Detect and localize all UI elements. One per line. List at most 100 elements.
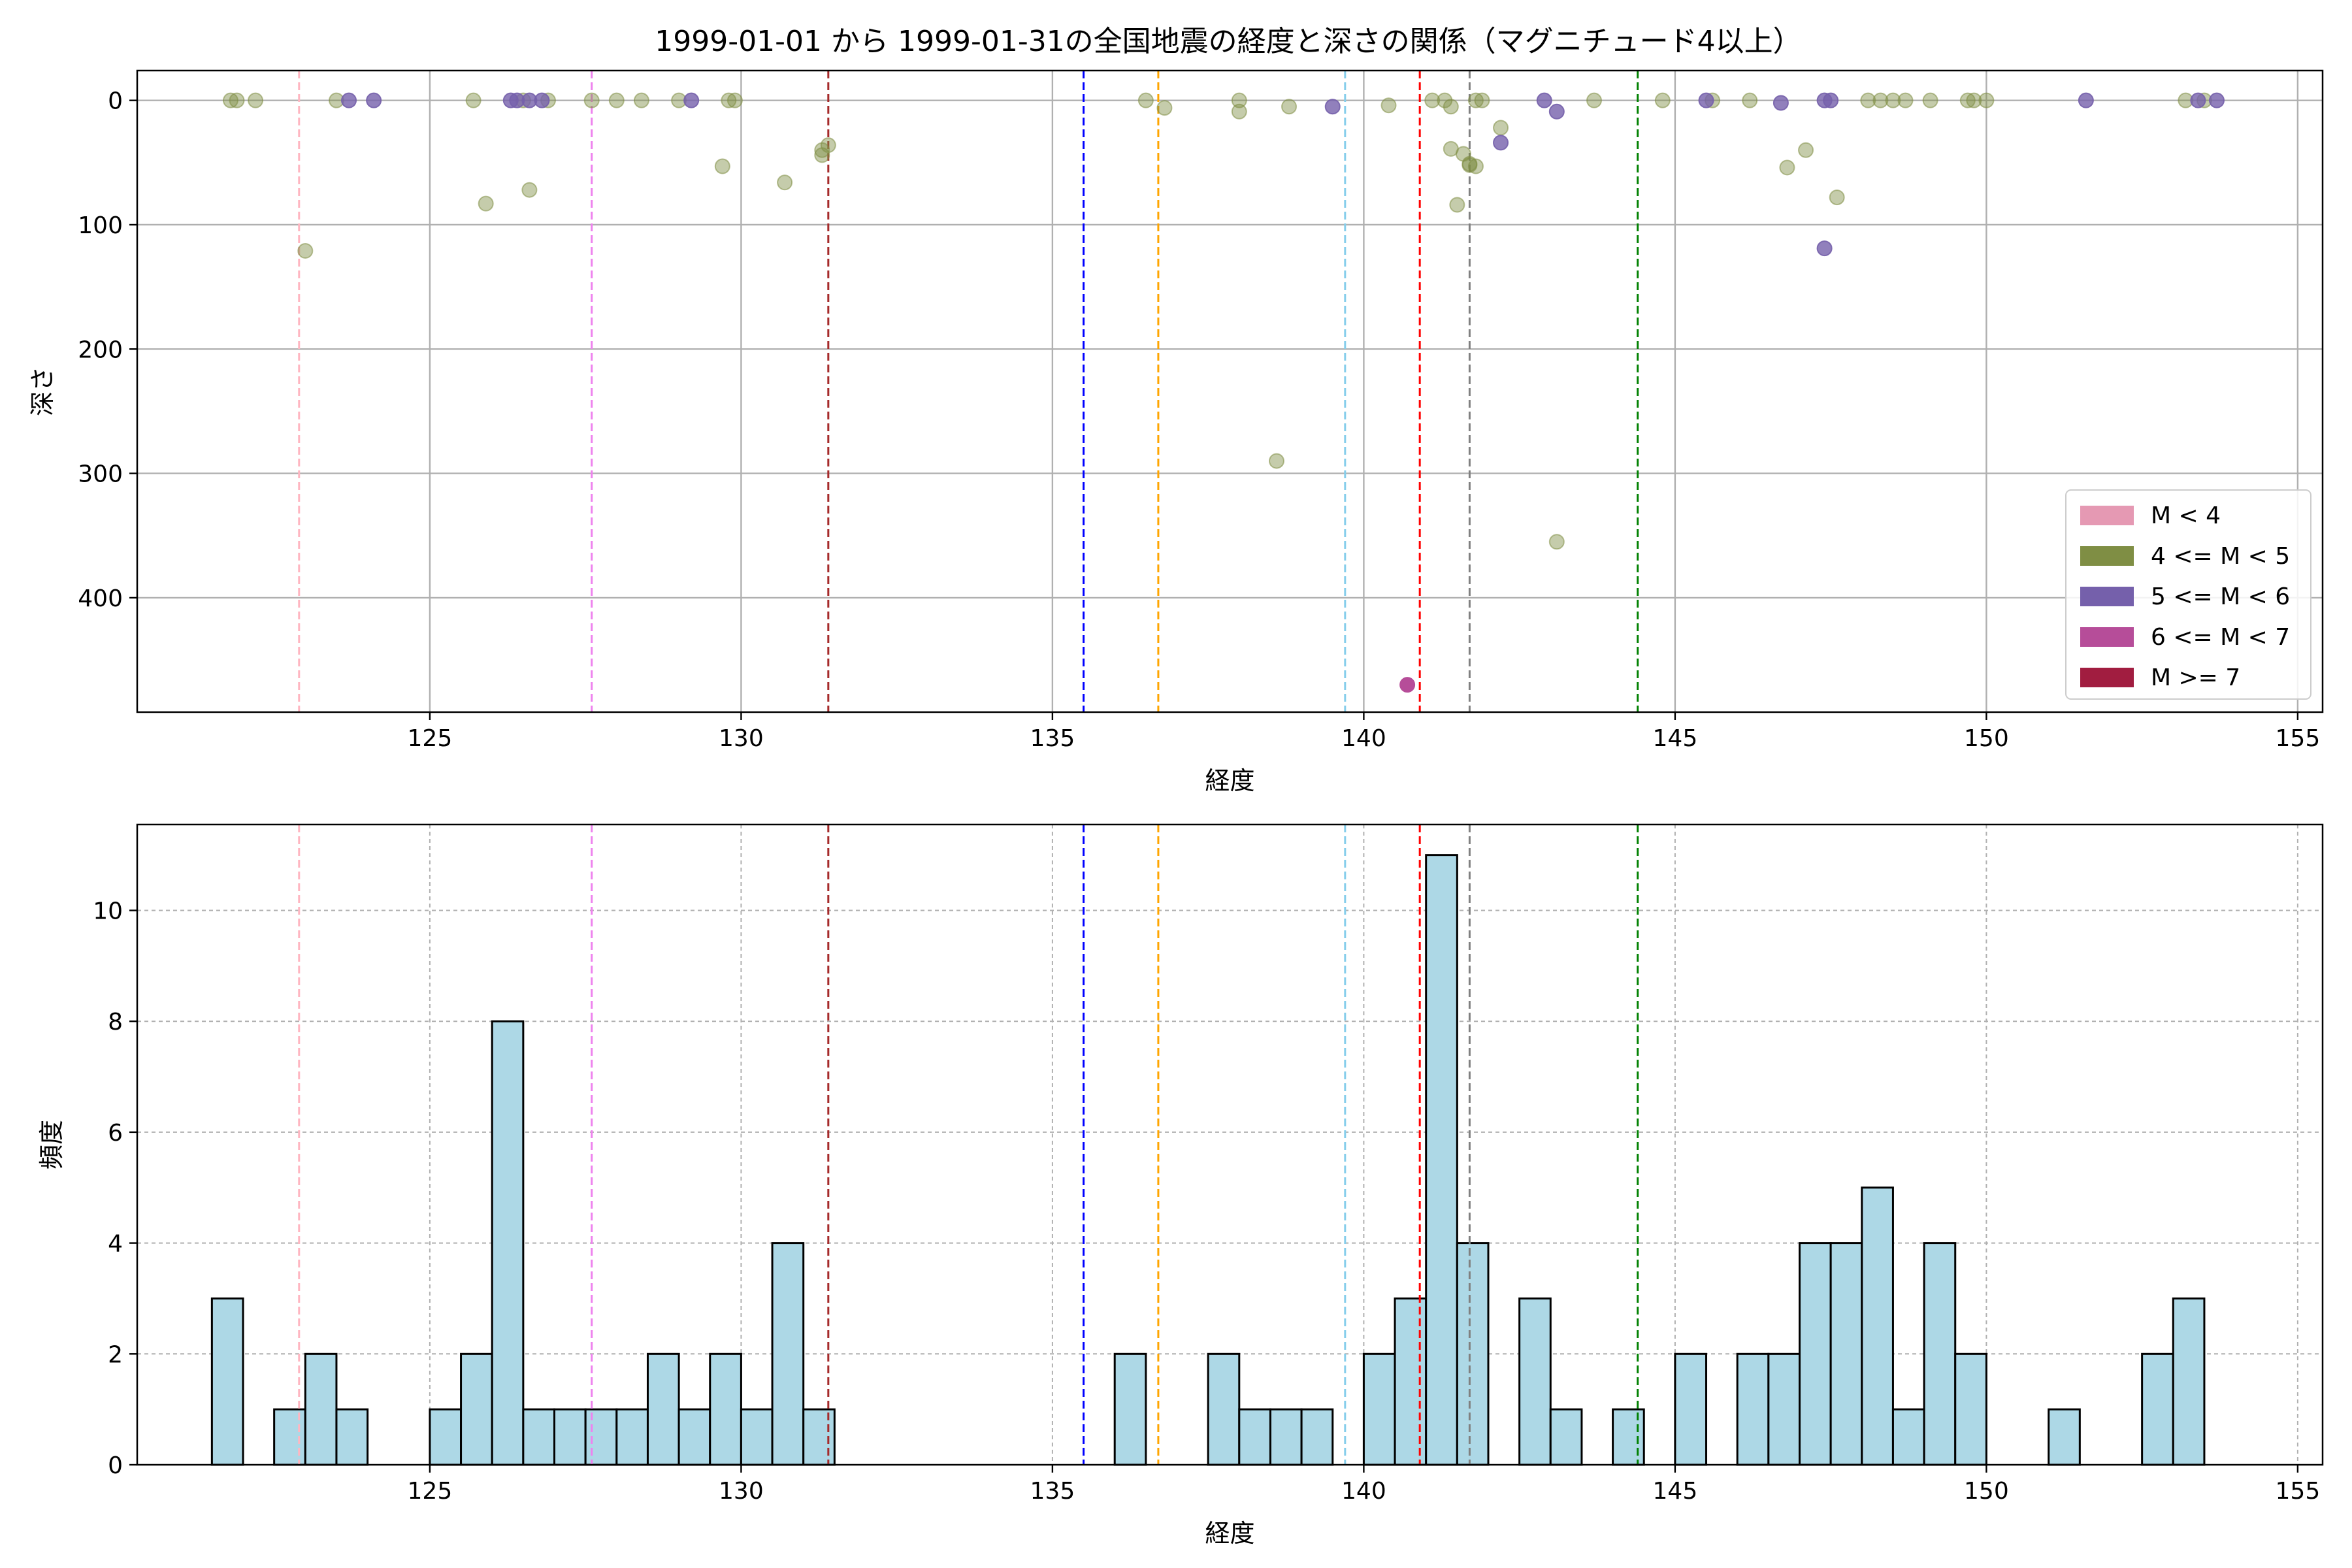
scatter-point xyxy=(1536,92,1552,108)
x-tick-label: 150 xyxy=(1964,1478,2009,1505)
x-tick-label: 130 xyxy=(719,1478,764,1505)
scatter-point xyxy=(2190,92,2206,108)
y-tick-label: 0 xyxy=(108,1452,123,1479)
x-tick-label: 145 xyxy=(1653,1478,1698,1505)
scatter-point xyxy=(583,92,600,108)
legend-swatch xyxy=(2080,668,2134,687)
scatter-point xyxy=(814,147,830,163)
y-tick-label: 10 xyxy=(93,898,123,925)
scatter-point xyxy=(1137,92,1154,108)
scatter-point xyxy=(521,182,538,198)
scatter-point xyxy=(1474,92,1490,108)
x-tick-label: 155 xyxy=(2276,1478,2321,1505)
scatter-point xyxy=(1548,103,1565,120)
scatter-point xyxy=(1772,95,1789,111)
scatter-point xyxy=(1268,453,1284,469)
scatter-point xyxy=(2078,92,2094,108)
scatter-point xyxy=(721,92,737,108)
histogram-bar xyxy=(304,1352,338,1466)
y-axis-label: 深さ xyxy=(28,367,57,416)
legend-label: M >= 7 xyxy=(2151,664,2240,691)
histogram-bar xyxy=(522,1408,556,1466)
histogram-bar xyxy=(709,1352,742,1466)
depth-scatter-plot: 125 130 135 140 145 150 155 0 100 200 300 400 経度 深さ M … xyxy=(28,69,2324,795)
scatter-point xyxy=(1978,92,1995,108)
scatter-point xyxy=(1698,92,1714,108)
histogram-bar xyxy=(1674,1352,1708,1466)
histogram-bar xyxy=(1238,1408,1271,1466)
histogram-bar xyxy=(802,1408,836,1466)
scatter-point xyxy=(1231,103,1247,120)
scatter-point xyxy=(1959,92,1976,108)
y-tick-label: 200 xyxy=(78,336,123,363)
histogram-bar xyxy=(1549,1408,1583,1466)
scatter-point xyxy=(1798,142,1814,158)
scatter-point xyxy=(1816,240,1833,257)
x-axis-label: 経度 xyxy=(1205,766,1254,795)
histogram-bar xyxy=(1425,854,1458,1466)
scatter-point xyxy=(1424,92,1441,108)
scatter-point xyxy=(1493,120,1509,136)
histogram-bar xyxy=(615,1408,649,1466)
legend: M < 4 4 <= M < 5 5 <= M < 6 6 <= M < 7 M >= … xyxy=(2065,489,2311,700)
histogram-bar xyxy=(771,1242,805,1466)
y-tick-label: 4 xyxy=(108,1231,123,1258)
scatter-point xyxy=(1399,677,1416,693)
histogram-bar xyxy=(584,1408,618,1466)
histogram-bar xyxy=(1954,1352,1987,1466)
histogram-bar xyxy=(1300,1408,1334,1466)
histogram-bar xyxy=(210,1297,244,1466)
y-axis-label: 頻度 xyxy=(37,1120,66,1169)
histogram-bar xyxy=(460,1352,493,1466)
legend-label: 5 <= M < 6 xyxy=(2151,583,2290,610)
scatter-point xyxy=(1467,158,1484,174)
scatter-point xyxy=(1829,189,1845,206)
histogram-bar xyxy=(1394,1297,1428,1466)
histogram-bar xyxy=(429,1408,463,1466)
histogram-bar xyxy=(1891,1408,1925,1466)
scatter-point xyxy=(1742,92,1758,108)
scatter-point xyxy=(727,92,743,108)
scatter-point xyxy=(297,242,314,259)
scatter-point xyxy=(1493,135,1509,151)
scatter-point xyxy=(1462,157,1478,173)
x-axis-label: 経度 xyxy=(1205,1519,1254,1548)
scatter-point xyxy=(1779,159,1795,176)
legend-swatch xyxy=(2080,587,2134,606)
y-tick-label: 100 xyxy=(78,212,123,239)
legend-label: 4 <= M < 5 xyxy=(2151,543,2290,570)
x-tick-label: 135 xyxy=(1030,1478,1075,1505)
scatter-point xyxy=(248,92,264,108)
histogram-bar xyxy=(1456,1242,1490,1466)
scatter-point xyxy=(1654,92,1671,108)
histogram-bar xyxy=(2172,1297,2206,1466)
scatter-point xyxy=(1324,99,1341,115)
x-tick-label: 125 xyxy=(408,1478,453,1505)
histogram-bar xyxy=(553,1408,587,1466)
scatter-point xyxy=(1231,92,1247,108)
y-tick-label: 0 xyxy=(108,88,123,115)
legend-label: 6 <= M < 7 xyxy=(2151,624,2290,651)
histogram-bar xyxy=(1113,1352,1147,1466)
scatter-point xyxy=(1380,97,1397,114)
x-tick-label: 155 xyxy=(2276,725,2321,752)
y-tick-label: 300 xyxy=(78,461,123,488)
scatter-point xyxy=(1823,92,1839,108)
histogram-bar xyxy=(491,1020,525,1466)
x-tick-label: 135 xyxy=(1030,725,1075,752)
scatter-point xyxy=(1156,100,1173,116)
scatter-point xyxy=(1467,92,1484,108)
histogram-bar xyxy=(1736,1352,1770,1466)
scatter-point xyxy=(1281,99,1298,115)
scatter-point xyxy=(1872,92,1889,108)
legend-swatch xyxy=(2080,627,2134,647)
scatter-point xyxy=(1586,92,1602,108)
y-tick-label: 6 xyxy=(108,1120,123,1147)
y-tick-label: 2 xyxy=(108,1341,123,1368)
scatter-point xyxy=(1449,197,1465,213)
histogram-bar xyxy=(1861,1186,1894,1466)
scatter-point xyxy=(465,92,482,108)
histogram-bar xyxy=(1767,1352,1801,1466)
histogram-bar xyxy=(1798,1242,1832,1466)
